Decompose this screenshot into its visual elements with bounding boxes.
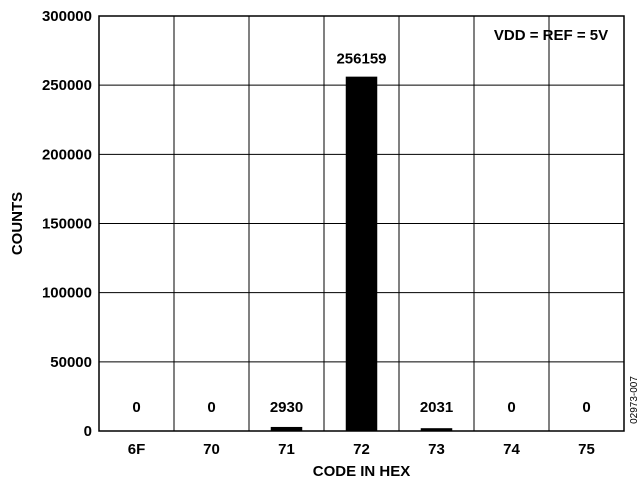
figure-code: 02973-007 — [629, 376, 640, 424]
x-tick-label: 74 — [503, 441, 520, 458]
x-tick-label: 75 — [578, 441, 595, 458]
y-tick-label: 0 — [84, 423, 92, 440]
data-label: 2031 — [420, 399, 453, 416]
data-label: 0 — [132, 399, 140, 416]
x-tick-label: 71 — [278, 441, 295, 458]
bar-layer — [270, 76, 453, 431]
x-tick-label: 70 — [203, 441, 220, 458]
y-tick-label: 50000 — [50, 354, 92, 371]
x-tick-label: 73 — [428, 441, 445, 458]
data-label: 0 — [207, 399, 215, 416]
y-tick-label: 250000 — [42, 77, 92, 94]
data-label: 0 — [582, 399, 590, 416]
data-label: 0 — [507, 399, 515, 416]
bar — [345, 76, 378, 431]
x-tick-label: 72 — [353, 441, 370, 458]
x-tick-label: 6F — [128, 441, 146, 458]
condition-annotation: VDD = REF = 5V — [494, 27, 608, 44]
y-tick-label: 100000 — [42, 285, 92, 302]
data-label: 2930 — [270, 399, 303, 416]
bar — [420, 428, 453, 431]
label-layer: 0 50000 100000 150000 200000 250000 300000 0 6F 0… — [42, 8, 595, 458]
plot-frame — [98, 15, 625, 432]
y-tick-label: 150000 — [42, 216, 92, 233]
bar — [270, 426, 303, 431]
y-axis-title: COUNTS — [9, 192, 26, 255]
data-label: 256159 — [336, 51, 386, 68]
y-tick-label: 300000 — [42, 8, 92, 25]
y-tick-label: 200000 — [42, 146, 92, 163]
x-axis-title: CODE IN HEX — [313, 463, 411, 480]
